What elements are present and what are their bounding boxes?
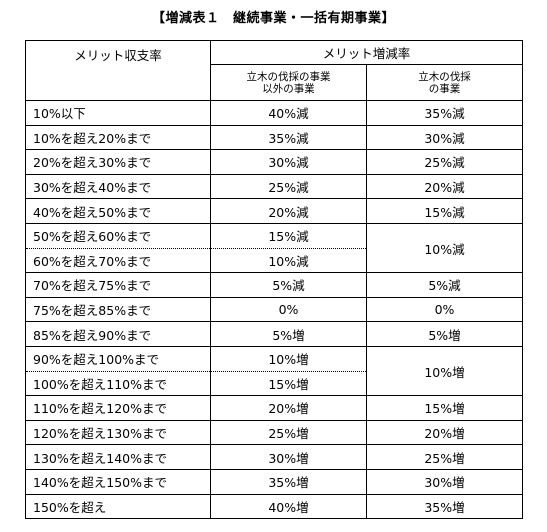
table-row: 90%を超え100%まで 10%増 10%増 <box>25 345 524 397</box>
header-row: メリット収支率 メリット増減率 <box>25 40 524 101</box>
rate-non-logging: 10%減 <box>210 247 367 274</box>
rate-non-logging: 5%増 <box>210 321 367 347</box>
table-row: 10%を超え20%まで 35%減 30%減 <box>25 124 524 151</box>
rate-non-logging: 15%減 <box>210 222 367 249</box>
rate-logging: 35%減 <box>365 100 524 126</box>
table-row: 50%を超え60%まで 15%減 10%減 <box>25 222 524 274</box>
rate-non-logging: 35%増 <box>210 468 367 495</box>
table-title: 【増減表１ 継続事業・一括有期事業】 <box>151 11 395 26</box>
rate-logging: 15%増 <box>365 395 524 421</box>
table-row: 150%を超え 40%増 35%増 <box>25 493 524 520</box>
rate-logging: 20%増 <box>365 419 524 446</box>
ratio-cell: 110%を超え120%まで <box>25 395 211 421</box>
header-merit-change: メリット増減率 <box>209 40 524 65</box>
rate-logging: 5%減 <box>365 272 524 298</box>
table-row: 10%以下 40%減 35%減 <box>25 100 524 126</box>
rate-non-logging: 5%減 <box>210 272 367 298</box>
rate-non-logging: 25%減 <box>210 173 367 200</box>
rate-non-logging: 40%増 <box>210 493 367 520</box>
rate-non-logging: 0% <box>210 296 367 323</box>
ratio-cell: 140%を超え150%まで <box>25 468 211 495</box>
ratio-cell: 90%を超え100%まで <box>25 345 211 372</box>
subheader-logging-line1: 立木の伐採 <box>418 70 471 83</box>
ratio-cell: 85%を超え90%まで <box>25 321 211 347</box>
subheader-non-logging-line1: 立木の伐採の事業 <box>246 70 331 83</box>
rate-logging: 15%減 <box>365 198 524 224</box>
table-row: 75%を超え85%まで 0% 0% <box>25 296 524 323</box>
rate-logging: 20%減 <box>365 173 524 200</box>
ratio-cell: 50%を超え60%まで <box>25 222 211 249</box>
ratio-cell: 70%を超え75%まで <box>25 272 211 298</box>
rate-logging: 25%増 <box>365 444 524 470</box>
table-row: 40%を超え50%まで 20%減 15%減 <box>25 198 524 224</box>
ratio-cell: 60%を超え70%まで <box>25 247 211 274</box>
table-row: 130%を超え140%まで 30%増 25%増 <box>25 444 524 470</box>
ratio-cell: 10%以下 <box>25 100 211 126</box>
merit-rate-table: メリット収支率 メリット増減率 立木の伐採の事業 以外の事業 立木の伐採 の事業… <box>25 40 524 520</box>
rate-logging: 35%増 <box>365 493 524 520</box>
rate-non-logging: 30%増 <box>210 444 367 470</box>
rate-logging-merged: 10%減 <box>365 222 524 274</box>
subheader-row: 立木の伐採の事業 以外の事業 立木の伐採 の事業 <box>26 64 524 101</box>
ratio-cell: 100%を超え110%まで <box>25 370 211 397</box>
rate-non-logging: 20%減 <box>210 198 367 224</box>
header-merit-ratio: メリット収支率 <box>25 40 211 101</box>
ratio-cell: 20%を超え30%まで <box>25 149 211 175</box>
table-row: 60%を超え70%まで 10%減 <box>25 247 523 274</box>
subheader-logging: 立木の伐採 の事業 <box>365 64 524 101</box>
table-row: 120%を超え130%まで 25%増 20%増 <box>25 419 524 446</box>
rate-logging: 5%増 <box>365 321 524 347</box>
ratio-cell: 150%を超え <box>25 493 211 520</box>
rate-non-logging: 15%増 <box>210 370 367 397</box>
rate-logging: 30%増 <box>365 468 524 495</box>
table-row: 70%を超え75%まで 5%減 5%減 <box>25 272 524 298</box>
rate-non-logging: 10%増 <box>210 345 367 372</box>
subheader-logging-line2: の事業 <box>428 82 461 95</box>
rate-non-logging: 40%減 <box>210 100 367 126</box>
rate-non-logging: 35%減 <box>210 124 367 151</box>
ratio-cell: 75%を超え85%まで <box>25 296 211 323</box>
rate-logging-merged: 10%増 <box>365 345 524 397</box>
table-row: 100%を超え110%まで 15%増 <box>25 370 523 397</box>
ratio-cell: 40%を超え50%まで <box>25 198 211 224</box>
table-row: 30%を超え40%まで 25%減 20%減 <box>25 173 524 200</box>
table-row: 20%を超え30%まで 30%減 25%減 <box>25 149 524 175</box>
rate-non-logging: 25%増 <box>210 419 367 446</box>
ratio-cell: 120%を超え130%まで <box>25 419 211 446</box>
rate-logging: 0% <box>365 296 524 323</box>
ratio-cell: 30%を超え40%まで <box>25 173 211 200</box>
table-row: 85%を超え90%まで 5%増 5%増 <box>25 321 524 347</box>
rate-non-logging: 20%増 <box>210 395 367 421</box>
rate-logging: 30%減 <box>365 124 524 151</box>
table-row: 110%を超え120%まで 20%増 15%増 <box>25 395 524 421</box>
subheader-non-logging: 立木の伐採の事業 以外の事業 <box>210 64 367 101</box>
table-row: 140%を超え150%まで 35%増 30%増 <box>25 468 524 495</box>
ratio-cell: 130%を超え140%まで <box>25 444 211 470</box>
ratio-cell: 10%を超え20%まで <box>25 124 211 151</box>
rate-non-logging: 30%減 <box>210 149 367 175</box>
rate-logging: 25%減 <box>365 149 524 175</box>
subheader-non-logging-line2: 以外の事業 <box>262 82 315 95</box>
